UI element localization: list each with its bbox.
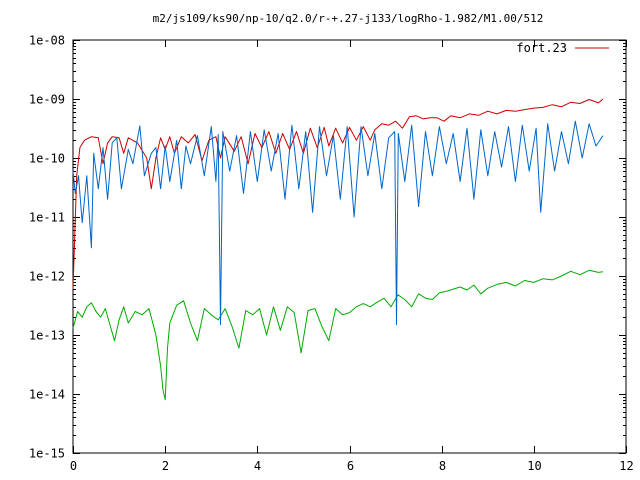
y-tick-label: 1e-14 bbox=[29, 388, 65, 402]
y-tick-label: 1e-11 bbox=[29, 211, 65, 225]
axes: 1e-15 1e-14 1e-13 1e-12 1e-11 1e-10 1e-09 1e-08… bbox=[29, 34, 634, 474]
x-tick-label: 6 bbox=[347, 459, 354, 473]
y-tick-label: 1e-12 bbox=[29, 270, 65, 284]
x-tick-label: 2 bbox=[162, 459, 169, 473]
series-line-1 bbox=[72, 98, 604, 290]
y-tick-label: 1e-09 bbox=[29, 93, 65, 107]
y-tick-label: 1e-15 bbox=[29, 447, 65, 461]
x-tick-label: 0 bbox=[70, 459, 77, 473]
series-line-3 bbox=[72, 269, 604, 401]
x-tick-label: 8 bbox=[439, 459, 446, 473]
legend: fort.23 bbox=[516, 41, 609, 55]
x-tick-label: 4 bbox=[254, 459, 261, 473]
x-tick-label: 12 bbox=[619, 459, 633, 473]
y-tick-label: 1e-10 bbox=[29, 152, 65, 166]
y-tick-label: 1e-13 bbox=[29, 329, 65, 343]
legend-label: fort.23 bbox=[516, 41, 567, 55]
x-tick-label: 10 bbox=[527, 459, 541, 473]
y-tick-label: 1e-08 bbox=[29, 34, 65, 48]
series-layer bbox=[72, 98, 604, 401]
chart-title: m2/js109/ks90/np-10/q2.0/r-+.27-j133/log… bbox=[153, 12, 544, 25]
plot-frame bbox=[72, 39, 627, 454]
series-line-2 bbox=[72, 120, 604, 326]
